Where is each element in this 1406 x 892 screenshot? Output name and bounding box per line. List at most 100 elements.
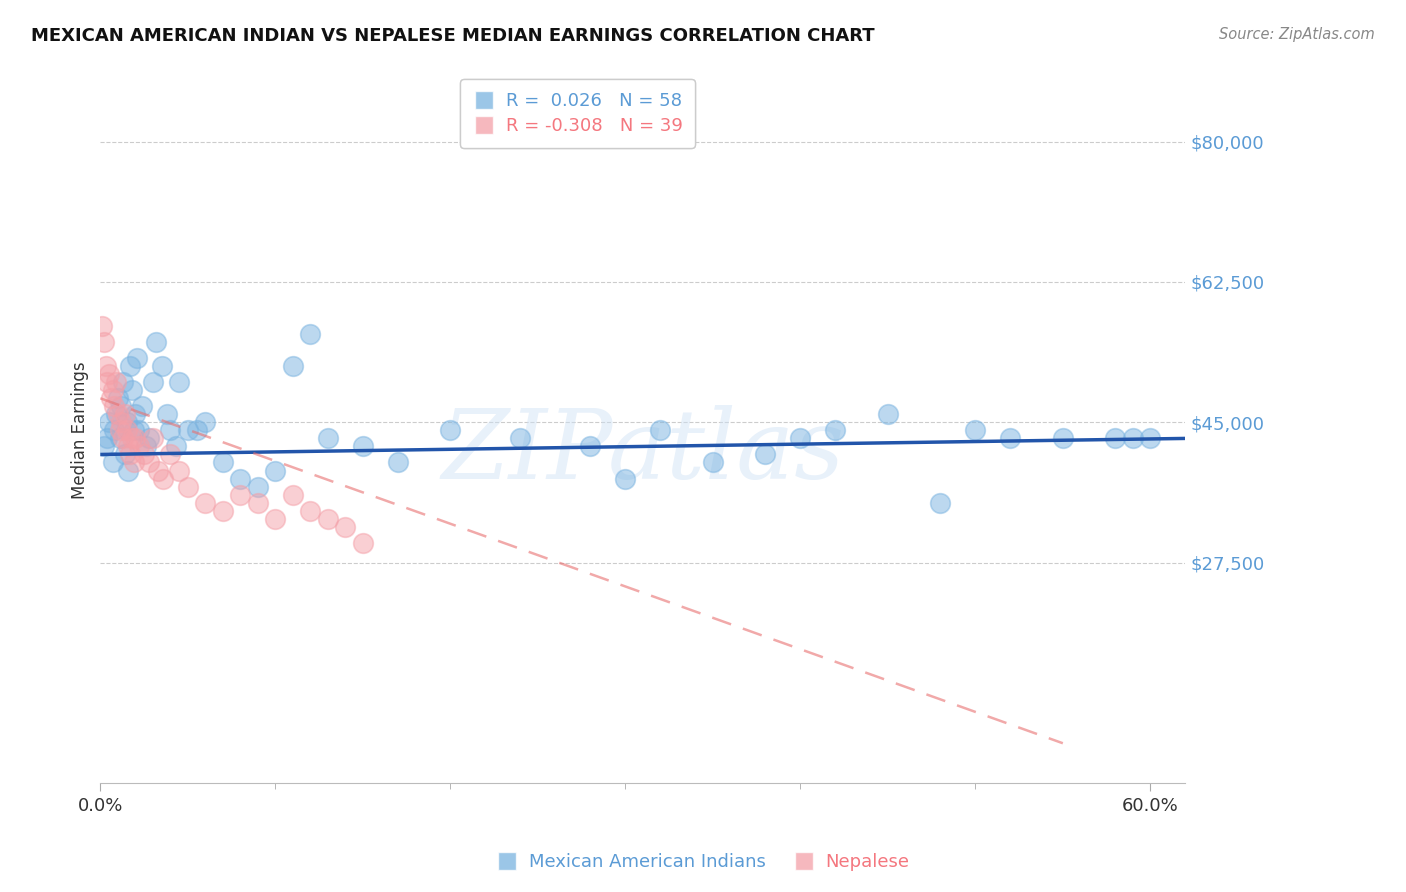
Point xyxy=(145,335,167,350)
Point xyxy=(824,424,846,438)
Point xyxy=(194,416,217,430)
Point xyxy=(335,519,357,533)
Point xyxy=(107,392,129,406)
Point xyxy=(229,471,252,485)
Point xyxy=(159,424,181,438)
Point xyxy=(135,440,157,454)
Point xyxy=(115,424,138,438)
Point xyxy=(100,392,122,406)
Point xyxy=(211,503,233,517)
Point xyxy=(281,359,304,374)
Point xyxy=(264,511,287,525)
Point xyxy=(98,368,121,382)
Point xyxy=(121,432,143,446)
Point xyxy=(132,447,155,461)
Point xyxy=(194,495,217,509)
Point xyxy=(1139,432,1161,446)
Point xyxy=(211,455,233,469)
Point xyxy=(579,440,602,454)
Point xyxy=(108,432,131,446)
Point xyxy=(124,432,146,446)
Point xyxy=(650,424,672,438)
Point xyxy=(152,471,174,485)
Point xyxy=(229,487,252,501)
Point xyxy=(120,447,142,461)
Point xyxy=(138,432,160,446)
Point xyxy=(159,447,181,461)
Point xyxy=(509,432,531,446)
Point xyxy=(128,424,150,438)
Point xyxy=(146,463,169,477)
Point xyxy=(352,440,374,454)
Point xyxy=(246,479,269,493)
Point xyxy=(167,463,190,477)
Point xyxy=(177,424,200,438)
Text: ZIPatlas: ZIPatlas xyxy=(441,405,845,499)
Point xyxy=(93,335,115,350)
Point xyxy=(186,424,208,438)
Point xyxy=(108,424,131,438)
Point xyxy=(110,416,132,430)
Point xyxy=(167,376,190,390)
Point xyxy=(1104,432,1126,446)
Point xyxy=(387,455,409,469)
Point xyxy=(107,408,129,422)
Point xyxy=(754,447,776,461)
Point xyxy=(876,408,898,422)
Point xyxy=(965,424,987,438)
Point xyxy=(1052,432,1074,446)
Point xyxy=(105,408,128,422)
Point xyxy=(131,400,153,414)
Point xyxy=(121,384,143,398)
Point xyxy=(110,400,132,414)
Text: Source: ZipAtlas.com: Source: ZipAtlas.com xyxy=(1219,27,1375,42)
Point xyxy=(128,440,150,454)
Point xyxy=(105,376,128,390)
Point xyxy=(114,447,136,461)
Point xyxy=(96,432,118,446)
Point xyxy=(122,455,145,469)
Point xyxy=(156,408,179,422)
Point xyxy=(281,487,304,501)
Point xyxy=(702,455,724,469)
Point xyxy=(264,463,287,477)
Point xyxy=(103,424,125,438)
Point xyxy=(352,535,374,549)
Text: MEXICAN AMERICAN INDIAN VS NEPALESE MEDIAN EARNINGS CORRELATION CHART: MEXICAN AMERICAN INDIAN VS NEPALESE MEDI… xyxy=(31,27,875,45)
Point xyxy=(101,455,124,469)
Point xyxy=(101,384,124,398)
Point xyxy=(122,424,145,438)
Point xyxy=(316,432,339,446)
Point xyxy=(614,471,637,485)
Point xyxy=(127,351,149,366)
Y-axis label: Median Earnings: Median Earnings xyxy=(72,361,89,500)
Point xyxy=(96,376,118,390)
Point xyxy=(120,359,142,374)
Point xyxy=(1122,432,1144,446)
Point xyxy=(929,495,952,509)
Point xyxy=(142,376,165,390)
Point xyxy=(112,432,135,446)
Point xyxy=(114,408,136,422)
Point xyxy=(112,376,135,390)
Point xyxy=(117,463,139,477)
Point xyxy=(103,400,125,414)
Point xyxy=(299,327,322,342)
Point xyxy=(246,495,269,509)
Point xyxy=(439,424,461,438)
Point xyxy=(165,440,187,454)
Point xyxy=(142,432,165,446)
Point xyxy=(94,359,117,374)
Point xyxy=(93,440,115,454)
Point xyxy=(115,416,138,430)
Point xyxy=(117,440,139,454)
Point xyxy=(98,416,121,430)
Legend: R =  0.026   N = 58, R = -0.308   N = 39: R = 0.026 N = 58, R = -0.308 N = 39 xyxy=(460,79,695,148)
Legend: Mexican American Indians, Nepalese: Mexican American Indians, Nepalese xyxy=(489,847,917,879)
Point xyxy=(150,359,173,374)
Point xyxy=(1000,432,1022,446)
Point xyxy=(299,503,322,517)
Point xyxy=(124,408,146,422)
Point xyxy=(138,455,160,469)
Point xyxy=(789,432,811,446)
